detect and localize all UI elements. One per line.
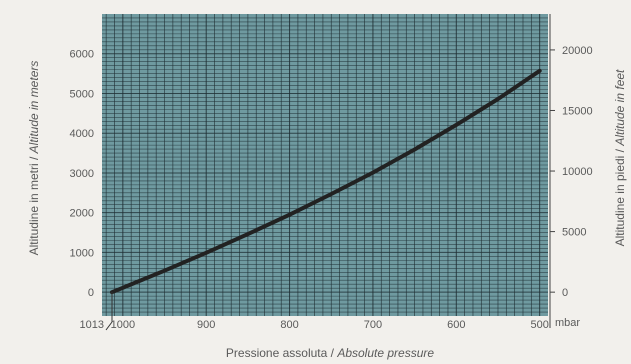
x-tick-label: 600	[447, 319, 465, 331]
x-tick-label: 1000	[111, 319, 135, 331]
y-tick-label: 4000	[70, 128, 94, 140]
sea-level-leader	[105, 321, 113, 331]
x-tick-label-1013: 1013	[80, 319, 104, 331]
y-tick-label: 2000	[70, 208, 94, 220]
y2-tick-label: 10000	[562, 166, 593, 178]
y2-tick-label: 0	[562, 287, 568, 299]
x-tick-label: 500	[530, 319, 548, 331]
x-tick-label: 700	[364, 319, 382, 331]
y2-tick-label: 5000	[562, 227, 586, 239]
y-axis-title: Altitudine in metri / Altitude in meters	[27, 61, 41, 256]
y-tick-label: 6000	[70, 49, 94, 61]
y-tick-label: 0	[88, 287, 94, 299]
x-unit-label: mbar	[555, 317, 580, 329]
axes	[105, 14, 555, 331]
curve-layer	[110, 68, 542, 295]
x-tick-label: 900	[197, 319, 215, 331]
y-axis-title-plain: Altitudine in metri /	[27, 153, 41, 255]
y2-tick-label: 15000	[562, 105, 593, 117]
grid	[102, 14, 548, 316]
y2-axis-title: Altitudine in piedi / Altitude in feet	[613, 69, 627, 246]
y-tick-label: 1000	[70, 247, 94, 259]
x-axis-title-plain: Pressione assoluta /	[226, 346, 337, 360]
x-axis-title-italic: Absolute pressure	[336, 346, 434, 360]
x-axis-title: Pressione assoluta / Absolute pressure	[226, 346, 434, 360]
x-tick-label: 800	[280, 319, 298, 331]
y2-tick-label: 20000	[562, 45, 593, 57]
y-tick-label: 3000	[70, 168, 94, 180]
y2-axis-title-italic: Altitude in feet	[613, 69, 627, 147]
y2-axis-title-plain: Altitudine in piedi /	[613, 146, 627, 247]
altitude-curve	[110, 68, 542, 295]
tick-labels: 1000 900 800 700 600 500 1013 0 1000 2000 3000 4000…	[70, 45, 593, 331]
y-axis-title-italic: Altitude in meters	[27, 61, 41, 155]
y-tick-label: 5000	[70, 88, 94, 100]
